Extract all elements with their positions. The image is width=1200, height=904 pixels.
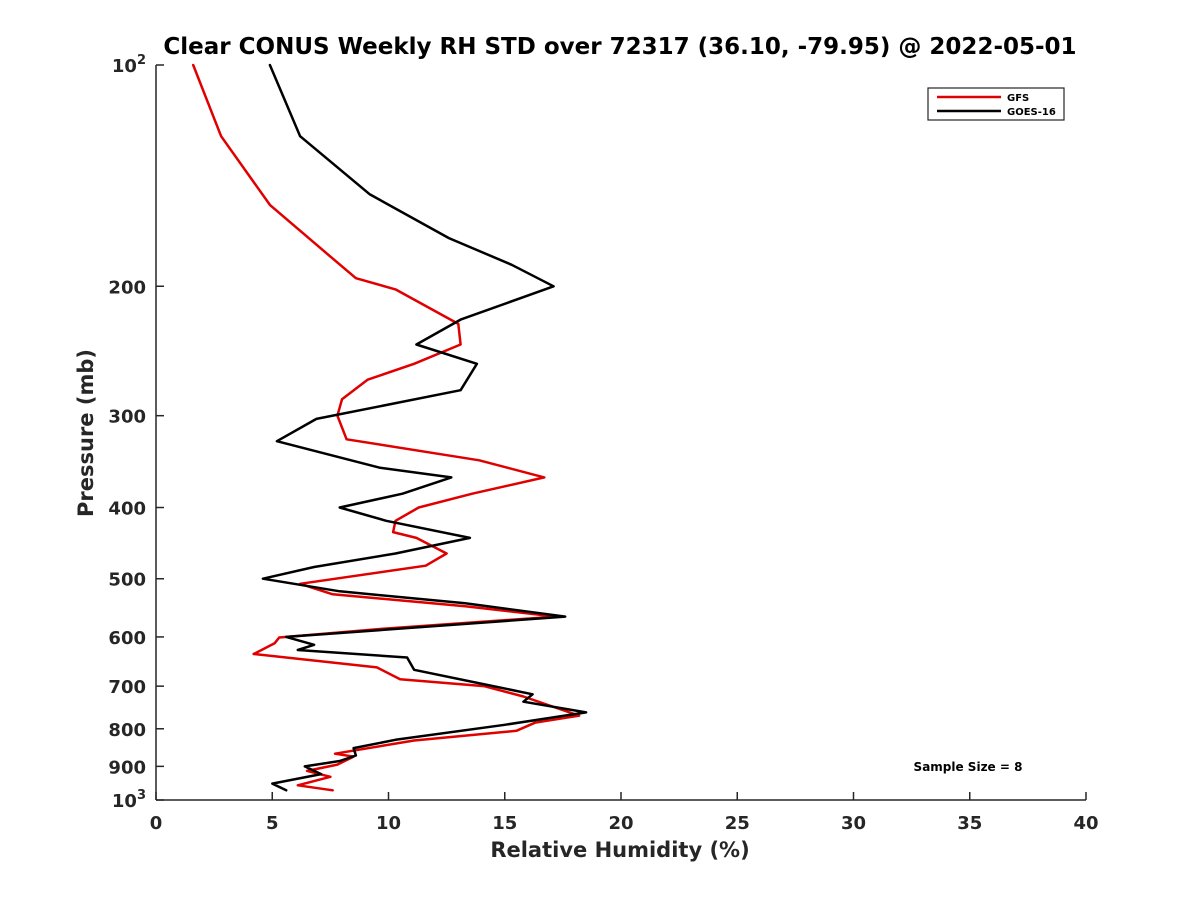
x-tick-label-3: 15 [492,813,517,834]
x-tick-label-8: 40 [1073,813,1098,834]
x-tick-label-0: 0 [150,813,163,834]
y-axis-label: Pressure (mb) [74,349,98,517]
x-axis-label: Relative Humidity (%) [490,838,749,862]
y-tick-label-8: 900 [108,757,146,778]
x-tick-label-4: 20 [608,813,633,834]
series-line-goes-16 [261,63,588,792]
chart-title: Clear CONUS Weekly RH STD over 72317 (36… [163,34,1076,60]
x-tick-label-2: 10 [376,813,401,834]
y-tick-label-3: 400 [108,499,146,520]
y-tick-label-6: 700 [108,677,146,698]
series-line-gfs [191,63,581,792]
x-tick-label-6: 30 [841,813,866,834]
legend-label-gfs: GFS [1007,93,1029,104]
y-tick-label-7: 800 [108,720,146,741]
plot-area: 0 5 10 15 20 25 30 35 40 102 200 300 400 500 600 700 800… [108,53,1098,834]
x-tick-label-7: 35 [957,813,982,834]
legend: GFS GOES-16 [927,87,1065,121]
legend-box [927,87,1065,121]
y-tick-label-1: 200 [108,277,146,298]
y-tick-label-9: 103 [112,788,146,812]
y-tick-label-4: 500 [108,570,146,591]
y-tick-label-5: 600 [108,628,146,649]
y-tick-label-0: 102 [112,53,146,77]
sample-size-annotation: Sample Size = 8 [914,760,1023,774]
x-tick-label-5: 25 [725,813,750,834]
y-tick-label-2: 300 [108,407,146,428]
legend-label-goes-16: GOES-16 [1007,107,1056,118]
x-tick-label-1: 5 [266,813,279,834]
